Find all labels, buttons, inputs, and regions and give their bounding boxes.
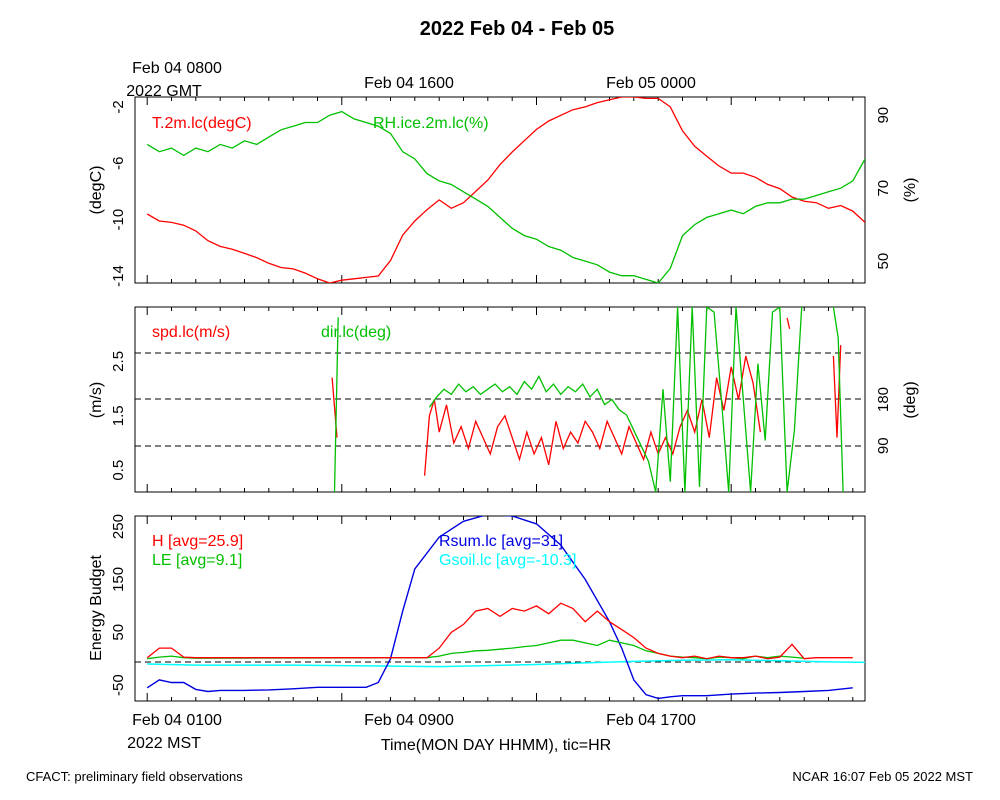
- footer-left: CFACT: preliminary field observations: [26, 769, 243, 784]
- ytick-right-label: 180: [875, 387, 892, 412]
- ytick-right-label: 90: [875, 437, 892, 454]
- ytick-label: 250: [110, 514, 127, 539]
- legend-h: H [avg=25.9]: [152, 533, 243, 550]
- top-axis-label-0: Feb 04 0800: [132, 60, 222, 77]
- legend-direction: dir.lc(deg): [321, 324, 391, 341]
- top-axis-sublabel: 2022 GMT: [126, 83, 202, 100]
- legend-speed: spd.lc(m/s): [152, 324, 230, 341]
- direction-line: [333, 307, 844, 492]
- chart-title: 2022 Feb 04 - Feb 05: [420, 18, 615, 40]
- bottom-axis-label-0: Feb 04 0100: [132, 712, 222, 729]
- ytick-left-label: 0.5: [110, 460, 127, 481]
- ytick-right-label: 50: [875, 253, 892, 270]
- legend-le: LE [avg=9.1]: [152, 552, 242, 569]
- legend-rh: RH.ice.2m.lc(%): [373, 115, 489, 132]
- ytick-left-label: 2.5: [110, 351, 127, 372]
- x-axis-title: Time(MON DAY HHMM), tic=HR: [381, 737, 611, 754]
- legend-temperature: T.2m.lc(degC): [152, 115, 252, 132]
- panel-1-frame: [134, 96, 866, 284]
- panel-3-frame: [134, 515, 866, 702]
- rsum-line: [146, 516, 853, 700]
- legend-rsum: Rsum.lc [avg=31]: [439, 533, 563, 550]
- ytick-label: -50: [110, 674, 127, 696]
- ytick-label: 50: [110, 624, 127, 641]
- ylabel-energy: Energy Budget: [88, 555, 105, 661]
- ytick-labels-2: 2.5 1.5 0.5 180 90: [110, 351, 892, 481]
- ylabel-left-2: (m/s): [88, 382, 105, 418]
- panel-temperature-humidity: T.2m.lc(degC) RH.ice.2m.lc(%) (degC) (%)…: [88, 97, 919, 287]
- ytick-left-label: -6: [110, 157, 127, 170]
- gsoil-line: [147, 659, 865, 668]
- ylabel-left-1: (degC): [88, 166, 105, 215]
- ytick-left-label: 1.5: [110, 405, 127, 426]
- le-line: [147, 639, 805, 660]
- panel-wind: spd.lc(m/s) dir.lc(deg) (m/s) (deg) 2.5 1…: [88, 307, 919, 492]
- ytick-labels-1: -2 -6 -10 -14 90 70 50: [110, 100, 892, 287]
- ytick-right-label: 90: [875, 107, 892, 124]
- ytick-left-label: -10: [110, 209, 127, 231]
- temperature-line: [146, 97, 865, 283]
- footer-right: NCAR 16:07 Feb 05 2022 MST: [792, 769, 973, 784]
- ytick-labels-3: 250 150 50 -50: [110, 514, 127, 696]
- bottom-axis-label-2: Feb 04 1700: [606, 712, 696, 729]
- top-axis-label-2: Feb 05 0000: [606, 75, 696, 92]
- panel-energy-budget: H [avg=25.9] LE [avg=9.1] Rsum.lc [avg=3…: [88, 514, 865, 700]
- ytick-left-label: -2: [110, 100, 127, 113]
- ylabel-right-1: (%): [902, 178, 919, 203]
- tick-marks: [146, 97, 854, 701]
- top-axis-label-1: Feb 04 1600: [364, 75, 454, 92]
- ytick-left-label: -14: [110, 265, 127, 287]
- bottom-axis-label-1: Feb 04 0900: [364, 712, 454, 729]
- ylabel-right-2: (deg): [902, 381, 919, 418]
- rh-line: [146, 110, 865, 283]
- speed-line: [331, 317, 842, 476]
- legend-gsoil: Gsoil.lc [avg=-10.3]: [439, 552, 576, 569]
- h-line: [146, 602, 853, 660]
- ytick-right-label: 70: [875, 180, 892, 197]
- ytick-label: 150: [110, 567, 127, 592]
- bottom-axis-sublabel: 2022 MST: [127, 735, 201, 752]
